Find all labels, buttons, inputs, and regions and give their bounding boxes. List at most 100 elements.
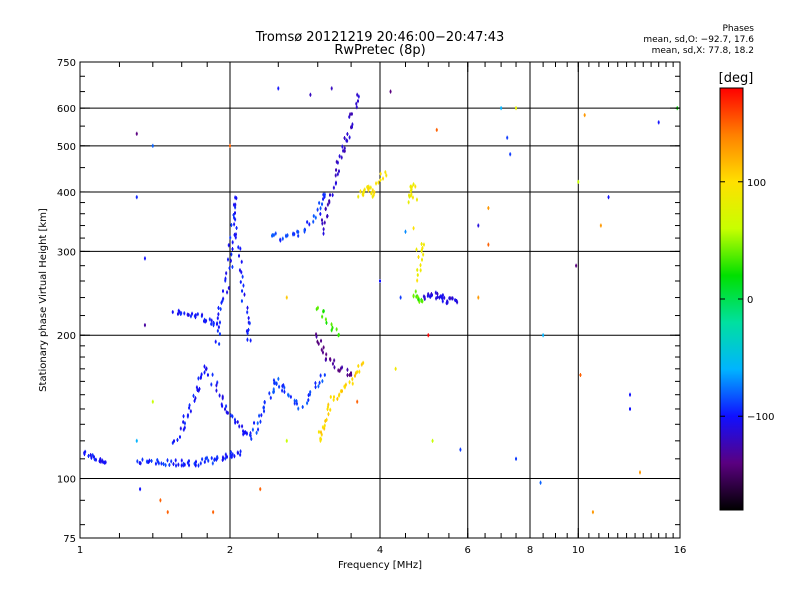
echo-point [334,181,337,186]
echo-point [244,430,247,435]
echo-point [577,179,580,184]
echo-point [141,457,144,462]
echo-point [229,454,232,459]
echo-point [233,222,236,227]
x-tick-label: 6 [465,545,471,556]
echo-point [208,317,211,322]
echo-point [176,311,179,316]
echo-point [263,409,266,414]
echo-point [239,449,242,454]
echo-point [247,327,250,332]
echo-point [451,296,454,301]
echo-point [225,271,228,276]
echo-point [229,413,232,418]
echo-point [318,380,321,385]
echo-point [148,458,151,463]
echo-point [324,317,327,322]
echo-point [409,184,412,189]
echo-point [272,389,275,394]
echo-point [285,438,288,443]
echo-point [193,314,196,319]
echo-point [231,246,234,251]
echo-point [205,455,208,460]
echo-point [246,310,249,315]
echo-point [259,487,262,492]
echo-point [292,232,295,237]
echo-point [320,347,323,352]
echo-point [326,405,329,410]
echo-point [98,459,101,464]
echo-point [89,452,92,457]
echo-point [363,187,366,192]
echo-point [233,417,236,422]
echo-point [337,169,340,174]
echo-point [324,419,327,424]
echo-point [329,192,332,197]
echo-point [236,450,239,455]
echo-point [233,210,236,215]
echo-point [377,180,380,185]
echo-point [330,328,333,333]
echo-point [321,350,324,355]
echo-point [188,405,191,410]
echo-point [441,299,444,304]
echo-point [189,314,192,319]
echo-point [435,127,438,132]
echo-point [367,186,370,191]
echo-point [389,89,392,94]
echo-point [179,311,182,316]
echo-point [192,393,195,398]
echo-point [319,373,322,378]
echo-point [417,297,420,302]
echo-point [487,242,490,247]
echo-point [435,296,438,301]
echo-point [206,372,209,377]
echo-point [408,194,411,199]
echo-point [358,369,361,374]
echo-point [275,381,278,386]
echo-point [216,316,219,321]
echo-point [221,457,224,462]
echo-point [215,388,218,393]
echo-point [99,459,102,464]
echo-point [230,223,233,228]
echo-point [156,459,159,464]
echo-point [233,215,236,220]
y-tick-label: 300 [57,247,76,258]
echo-point [416,273,419,278]
echo-point [323,423,326,428]
echo-point [213,457,216,462]
echo-point [229,450,232,455]
echo-point [227,243,230,248]
echo-point [359,189,362,194]
echo-point [281,388,284,393]
echo-point [166,458,169,463]
echo-point [339,366,342,371]
echo-point [101,458,104,463]
echo-point [194,396,197,401]
echo-point [348,114,351,119]
echo-point [188,403,191,408]
echo-point [316,339,319,344]
echo-point [324,207,327,212]
echo-point [196,388,199,393]
echo-point [417,295,420,300]
echo-point [379,279,381,284]
echo-point [151,143,154,148]
echo-point [229,235,232,240]
echo-point [419,263,422,268]
echo-point [326,202,329,207]
echo-point [232,213,235,218]
echo-point [272,387,275,392]
echo-point [204,456,207,461]
echo-point [417,255,420,260]
echo-point [328,199,331,204]
echo-point [416,278,419,283]
echo-point [186,414,189,419]
echo-point [228,266,231,271]
echo-point [238,268,241,273]
echo-point [356,92,359,97]
echo-point [345,138,348,143]
echo-point [203,319,206,324]
echo-point [362,190,365,195]
